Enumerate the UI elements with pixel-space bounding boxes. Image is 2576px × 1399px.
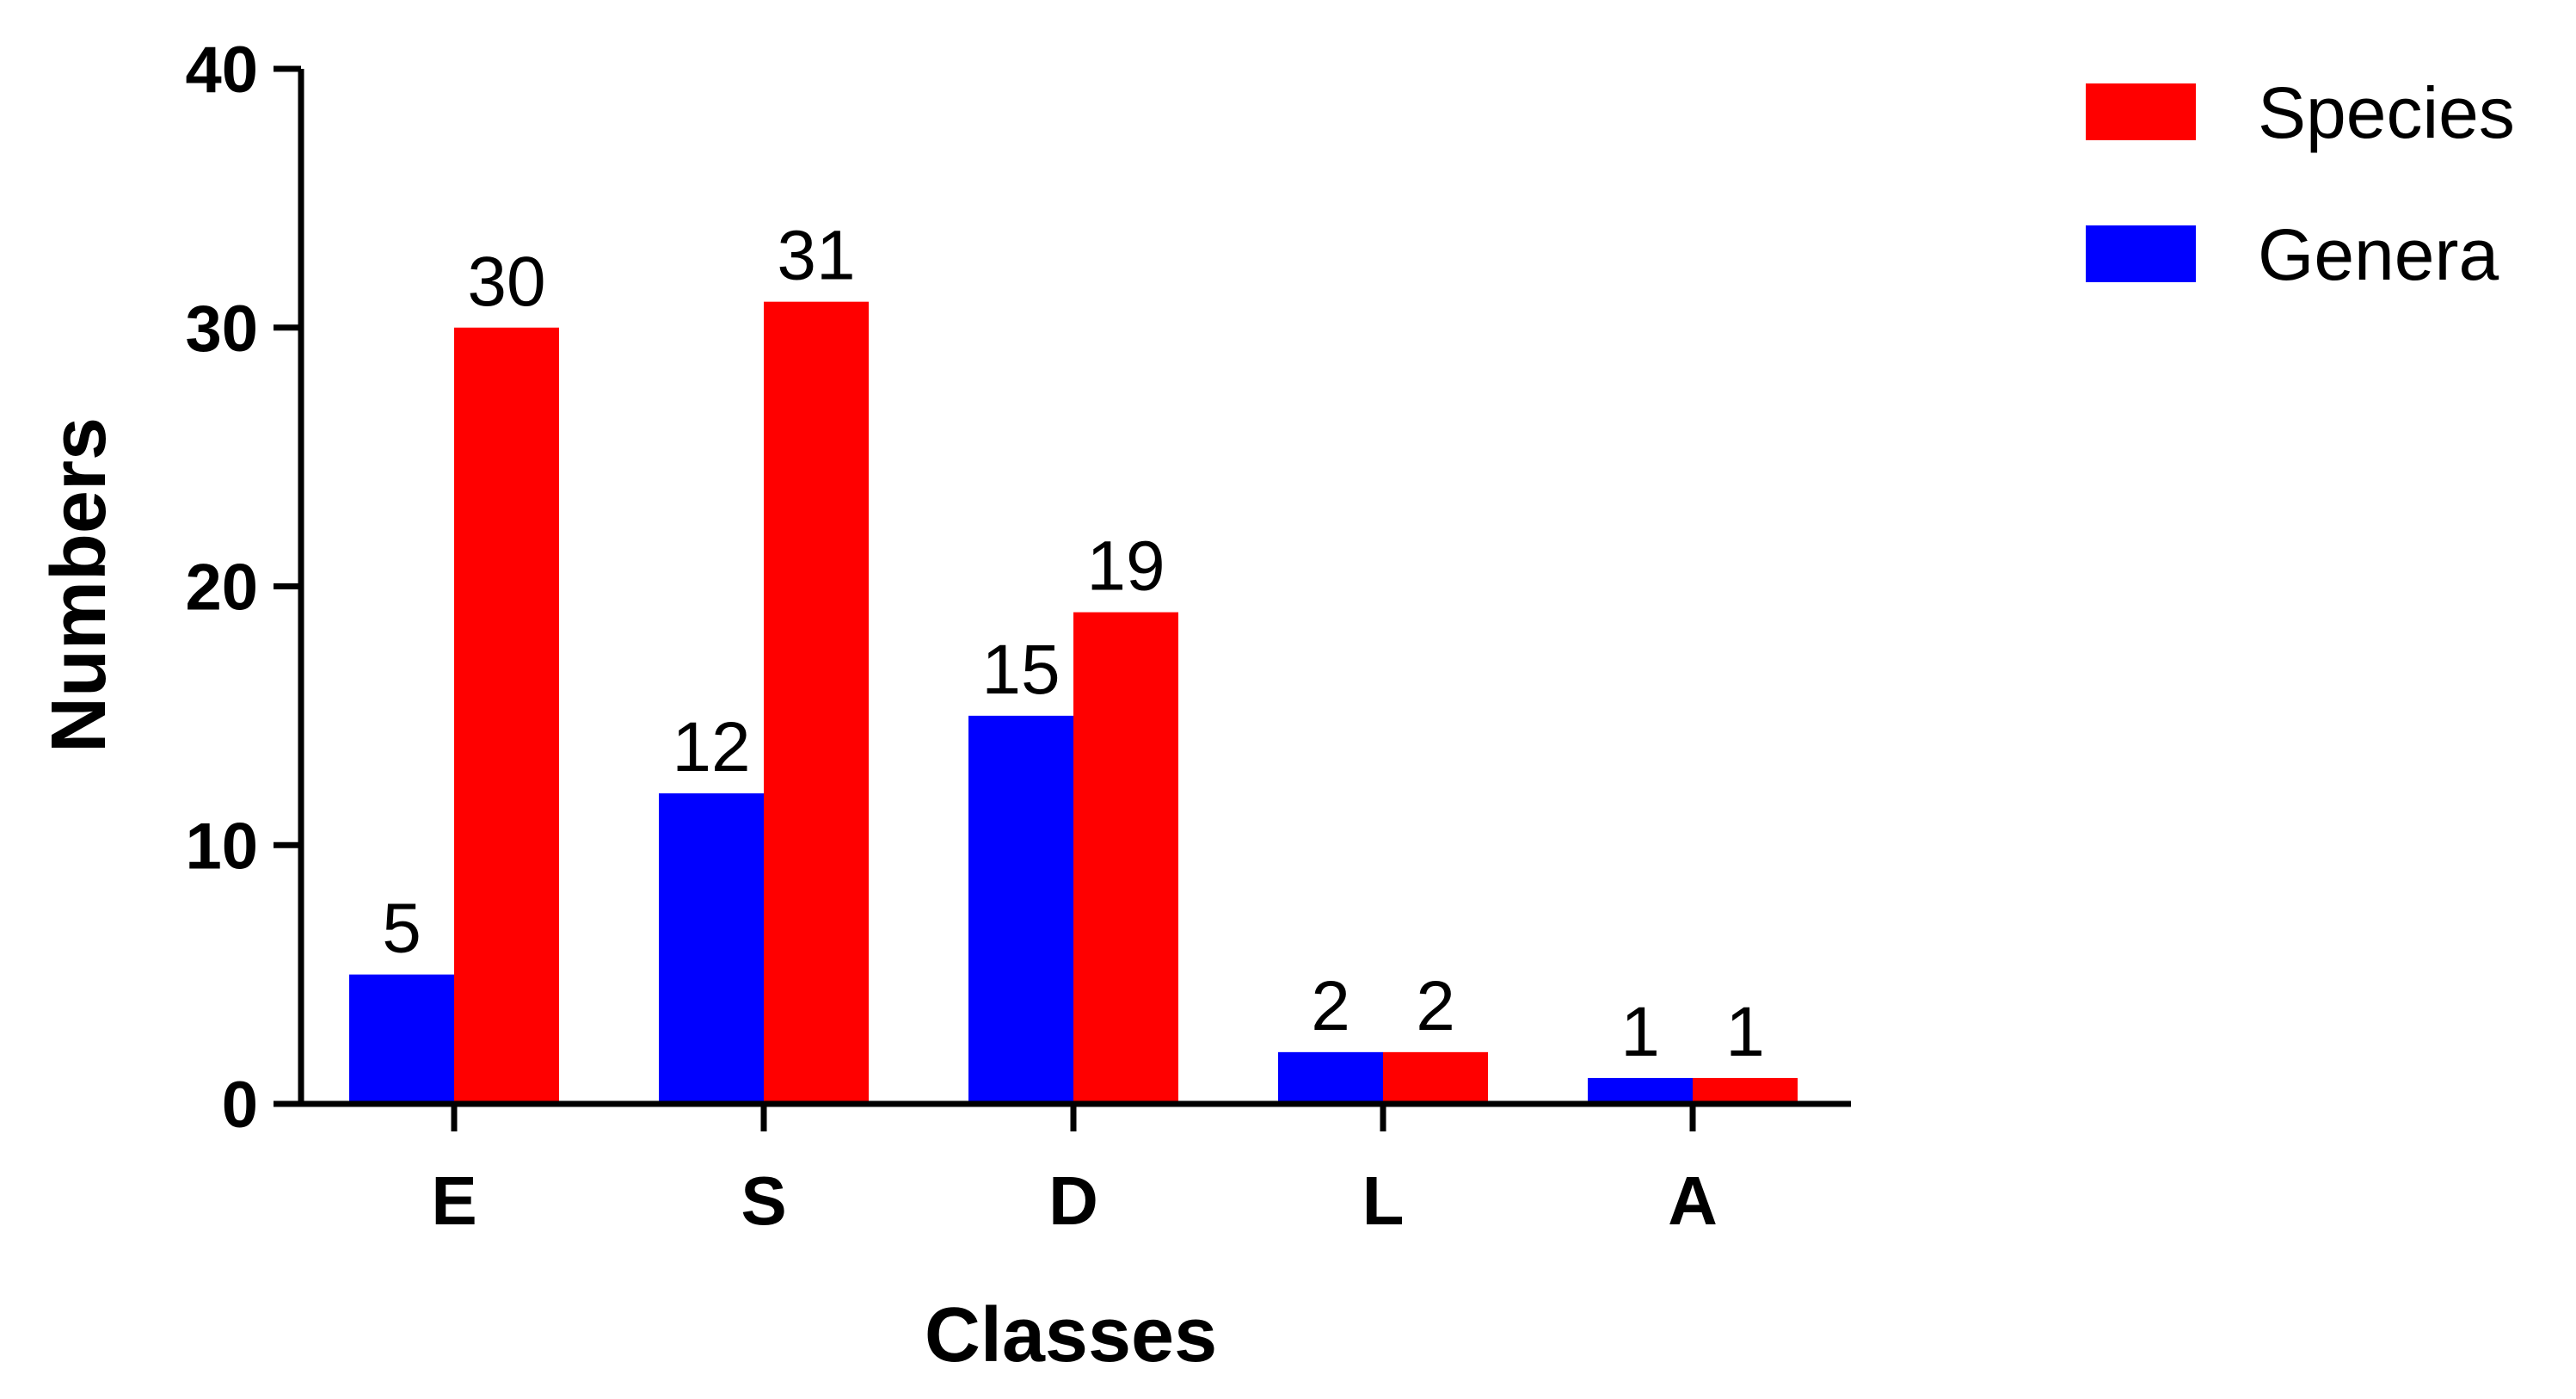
- bar-species-d: [1073, 612, 1178, 1104]
- bar-genera-l: [1278, 1051, 1383, 1104]
- y-tick-label: 0: [222, 1069, 258, 1142]
- data-labels-group: 5 30 12 31 15 19 2 2 1 1: [382, 217, 1765, 1071]
- x-tick-label-a: A: [1668, 1162, 1718, 1239]
- legend-swatch-genera: [2086, 225, 2196, 282]
- legend: Species Genera: [2086, 72, 2515, 295]
- bars-group: [349, 301, 1798, 1104]
- legend-swatch-species: [2086, 83, 2196, 140]
- bar-genera-a: [1588, 1077, 1693, 1104]
- x-tick-label-e: E: [431, 1162, 476, 1239]
- bar-genera-s: [659, 793, 764, 1104]
- data-label-genera-a: 1: [1620, 993, 1660, 1071]
- data-label-species-l: 2: [1416, 967, 1455, 1045]
- data-label-genera-e: 5: [382, 890, 421, 968]
- data-label-species-d: 19: [1086, 527, 1165, 606]
- axes-group: 0 10 20 30 40 E S D L A: [185, 34, 1851, 1239]
- bar-species-s: [764, 301, 869, 1104]
- x-tick-label-s: S: [741, 1162, 786, 1239]
- y-tick-label: 10: [185, 810, 258, 883]
- y-tick-label: 40: [185, 34, 258, 107]
- bar-species-a: [1693, 1077, 1798, 1104]
- y-axis-title: Numbers: [36, 417, 122, 753]
- data-label-genera-d: 15: [981, 631, 1060, 709]
- data-label-species-s: 31: [777, 217, 855, 295]
- y-tick-label: 30: [185, 293, 258, 366]
- bar-genera-e: [349, 974, 454, 1104]
- data-label-genera-s: 12: [672, 708, 750, 786]
- y-tick-label: 20: [185, 552, 258, 625]
- bar-species-l: [1383, 1051, 1488, 1104]
- legend-label-genera: Genera: [2258, 214, 2499, 295]
- bar-species-e: [454, 327, 559, 1104]
- bar-genera-d: [968, 715, 1073, 1104]
- data-label-species-a: 1: [1725, 993, 1765, 1071]
- legend-label-species: Species: [2258, 72, 2515, 153]
- data-label-genera-l: 2: [1311, 967, 1350, 1045]
- x-tick-label-d: D: [1048, 1162, 1098, 1239]
- x-tick-label-l: L: [1362, 1162, 1405, 1239]
- data-label-species-e: 30: [467, 243, 545, 321]
- x-axis-title: Classes: [925, 1292, 1217, 1378]
